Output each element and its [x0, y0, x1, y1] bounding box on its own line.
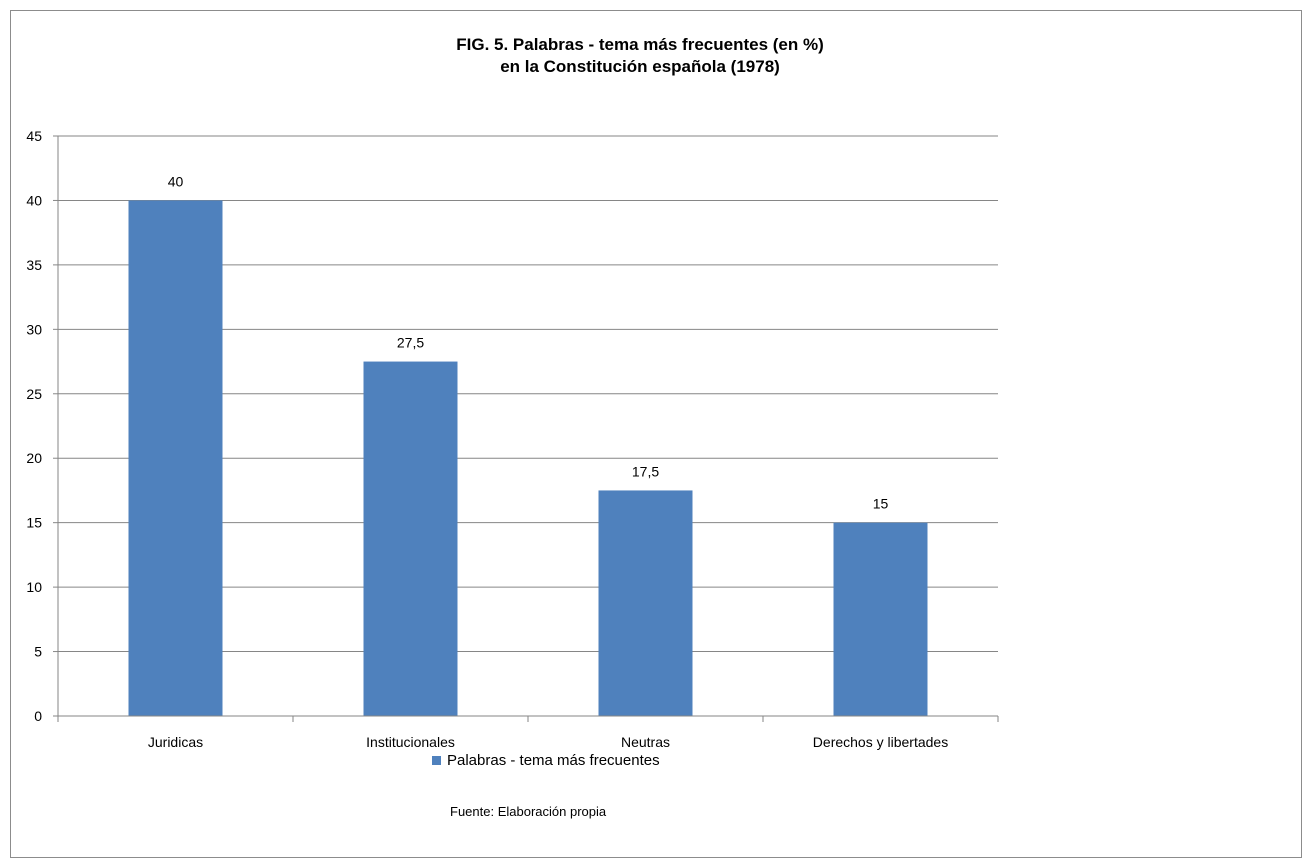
labels: 0 5 10 15 20 25 30 35 40 45 40 Juridicas 27,5 Institu… — [26, 128, 948, 750]
legend-label: Palabras - tema más frecuentes — [447, 752, 660, 769]
y-tick-label: 15 — [26, 515, 42, 531]
source-note: Fuente: Elaboración propia — [450, 804, 607, 819]
x-category-label: Institucionales — [366, 734, 455, 750]
chart-title: FIG. 5. Palabras - tema más frecuentes (… — [456, 35, 824, 54]
y-tick-label: 35 — [26, 257, 42, 273]
bar-value-label: 17,5 — [632, 463, 659, 479]
bar-institucionales — [363, 361, 458, 716]
chart-frame — [10, 10, 1302, 858]
y-tick-label: 40 — [26, 192, 42, 208]
bar-value-label: 40 — [168, 173, 184, 189]
y-tick-label: 20 — [26, 450, 42, 466]
y-tick-label: 25 — [26, 386, 42, 402]
legend-swatch — [432, 756, 441, 765]
bar-value-label: 15 — [873, 496, 889, 512]
chart-subtitle: en la Constitución española (1978) — [500, 57, 780, 76]
bar-derechos-y-libertades — [833, 522, 928, 716]
axes — [53, 135, 999, 722]
x-category-label: Neutras — [621, 734, 670, 750]
x-category-label: Juridicas — [148, 734, 203, 750]
bar-neutras — [598, 490, 693, 716]
y-tick-label: 5 — [34, 644, 42, 660]
bars — [128, 200, 928, 716]
y-tick-label: 30 — [26, 321, 42, 337]
bar-juridicas — [128, 200, 223, 716]
x-category-label: Derechos y libertades — [813, 734, 948, 750]
bar-value-label: 27,5 — [397, 335, 424, 351]
chart-title-block: FIG. 5. Palabras - tema más frecuentes (… — [340, 34, 940, 78]
y-tick-label: 45 — [26, 128, 42, 144]
y-tick-label: 0 — [34, 708, 42, 724]
legend: Palabras - tema más frecuentes — [432, 752, 660, 769]
y-tick-label: 10 — [26, 579, 42, 595]
